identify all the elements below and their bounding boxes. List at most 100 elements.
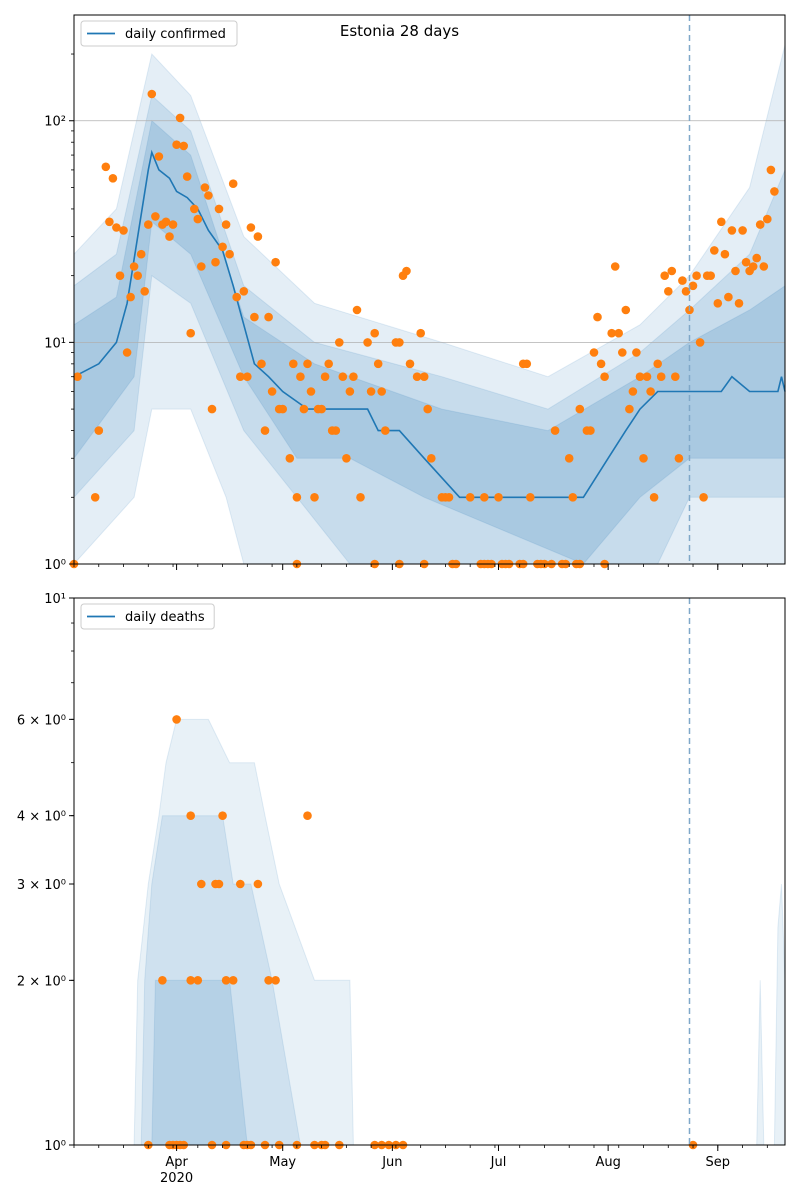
data-dot <box>724 292 733 302</box>
data-dot <box>699 493 708 502</box>
data-dot <box>225 249 234 259</box>
data-dot <box>161 217 171 227</box>
data-dot <box>175 113 185 123</box>
data-dot <box>179 141 188 151</box>
data-dot <box>465 493 475 502</box>
data-dot <box>182 172 192 181</box>
data-dot <box>596 359 606 369</box>
y-tick-label: 10¹ <box>44 336 66 351</box>
data-dot <box>232 292 241 302</box>
x-tick-label: Apr <box>165 1155 188 1170</box>
data-dot <box>526 493 535 502</box>
data-dot <box>373 359 383 369</box>
data-dot <box>356 493 365 502</box>
data-dot <box>172 715 181 724</box>
data-dot <box>720 249 730 259</box>
data-dot <box>239 287 249 296</box>
data-dot <box>218 811 227 820</box>
data-dot <box>289 359 298 369</box>
data-dot <box>197 262 206 271</box>
y-tick-label: 10⁰ <box>44 1139 66 1154</box>
data-dot <box>253 232 263 241</box>
data-dot <box>285 454 295 463</box>
data-dot <box>625 404 634 414</box>
confirmed-chart: 10⁰ 10¹ 10² daily confirmed Estonia 28 day… <box>44 14 786 573</box>
data-dot <box>370 328 380 338</box>
data-dot <box>253 879 263 889</box>
data-dot <box>90 493 100 502</box>
deaths-axes-frame <box>73 597 786 1146</box>
data-dot <box>653 359 662 369</box>
data-dot <box>257 359 266 369</box>
data-dot <box>759 262 769 271</box>
data-dot <box>763 214 772 224</box>
data-dot <box>349 372 358 382</box>
data-dot <box>267 387 277 396</box>
data-dot <box>600 372 609 382</box>
data-dot <box>271 257 280 267</box>
data-dot <box>292 493 302 502</box>
data-dot <box>419 372 429 382</box>
deaths-legend: daily deaths <box>80 603 215 630</box>
data-dot <box>101 162 111 172</box>
data-dot <box>621 305 631 315</box>
legend-label: daily deaths <box>125 610 205 625</box>
data-dot <box>190 204 199 214</box>
data-dot <box>264 976 273 985</box>
data-dot <box>236 372 245 382</box>
data-dot <box>713 299 723 308</box>
data-dot <box>646 387 655 396</box>
data-dot <box>264 312 273 322</box>
data-dot <box>628 387 638 396</box>
y-tick-label: 10¹ <box>44 592 66 607</box>
y-tick-label: 10⁰ <box>44 558 66 573</box>
data-dot <box>105 217 114 227</box>
data-dot <box>151 212 160 221</box>
data-dot <box>607 328 616 338</box>
data-dot <box>480 493 489 502</box>
data-dot <box>122 348 132 357</box>
data-dot <box>568 493 578 502</box>
confidence-band-1 <box>133 718 354 1146</box>
data-dot <box>423 404 433 414</box>
data-dot <box>731 266 740 276</box>
data-dot <box>193 976 203 985</box>
x-tick-label: Aug <box>595 1155 620 1170</box>
data-dot <box>688 281 698 291</box>
data-dot <box>377 387 387 396</box>
data-dot <box>310 493 319 502</box>
x-tick-label: Jun <box>381 1155 402 1170</box>
data-dot <box>306 387 316 396</box>
data-dot <box>395 338 404 347</box>
data-dot <box>710 246 719 255</box>
data-dot <box>444 493 454 502</box>
data-dot <box>115 271 125 281</box>
data-dot <box>632 348 641 357</box>
confirmed-gridlines <box>74 120 785 343</box>
data-dot <box>575 404 585 414</box>
data-dot <box>614 328 623 338</box>
data-dot <box>186 811 195 820</box>
data-dot <box>250 312 259 322</box>
data-dot <box>193 214 203 224</box>
deaths-chart: 10⁰ 2 × 10⁰ 3 × 10⁰ 4 × 10⁰ 6 × 10⁰ 10¹ Apr202… <box>17 592 786 1186</box>
data-dot <box>158 976 167 985</box>
deaths-axis-ticks: 10⁰ 2 × 10⁰ 3 × 10⁰ 4 × 10⁰ 6 × 10⁰ 10¹ Apr202… <box>17 592 768 1186</box>
data-dot <box>200 183 210 192</box>
data-dot <box>352 305 362 315</box>
x-tick-label: May <box>269 1155 296 1170</box>
data-dot <box>550 426 560 435</box>
data-dot <box>207 404 217 414</box>
data-dot <box>331 426 341 435</box>
data-dot <box>303 359 312 369</box>
chart-title: Estonia 28 days <box>340 22 459 40</box>
data-dot <box>317 404 326 414</box>
data-dot <box>427 454 436 463</box>
data-dot <box>405 359 415 369</box>
data-dot <box>144 220 153 229</box>
data-dot <box>197 879 206 889</box>
data-dot <box>593 312 602 322</box>
data-dot <box>681 287 691 296</box>
data-dot <box>642 372 652 382</box>
confirmed-axis-ticks: 10⁰ 10¹ 10² <box>44 53 768 573</box>
